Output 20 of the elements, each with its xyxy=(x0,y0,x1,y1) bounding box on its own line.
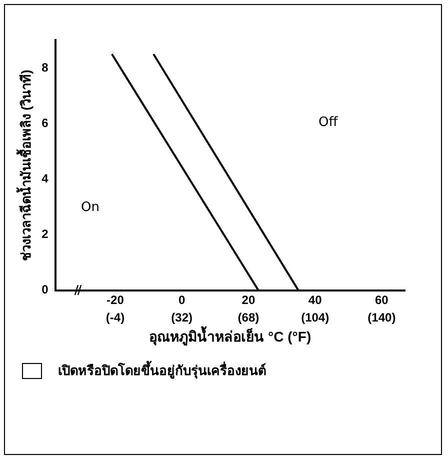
x-tick-label: -20 xyxy=(106,292,124,307)
x-axis-title: อุณหภูมิน้ำหล่อเย็น °C (°F) xyxy=(149,325,312,346)
x2-tick-label: (104) xyxy=(301,310,330,324)
x2-tick-label: (32) xyxy=(171,310,193,324)
y-axis-title: ช่วงเวลาฉีดน้ำมันเชื้อเพลิง (วินาที) xyxy=(15,70,34,261)
x-tick-label: 40 xyxy=(308,292,322,307)
y-tick-label: 0 xyxy=(42,282,49,297)
annotation: On xyxy=(81,200,100,216)
annotation: Off xyxy=(318,115,339,130)
y-tick-label: 8 xyxy=(42,60,49,74)
x2-tick-label: (68) xyxy=(238,310,260,324)
text: เปิดหรือปิดโดยขึ้นอยู่กับรุ่นเครื่องยนต์ xyxy=(58,360,266,381)
x2-tick-label: (140) xyxy=(368,310,396,324)
x-tick-label: 60 xyxy=(375,292,389,307)
y-tick-label: 4 xyxy=(42,172,49,186)
x-tick-label: 0 xyxy=(178,292,186,307)
x2-tick-label: (-4) xyxy=(106,310,125,324)
y-tick-label: 6 xyxy=(42,116,49,130)
x-tick-label: 20 xyxy=(242,292,256,307)
y-tick-label: 2 xyxy=(42,227,49,242)
